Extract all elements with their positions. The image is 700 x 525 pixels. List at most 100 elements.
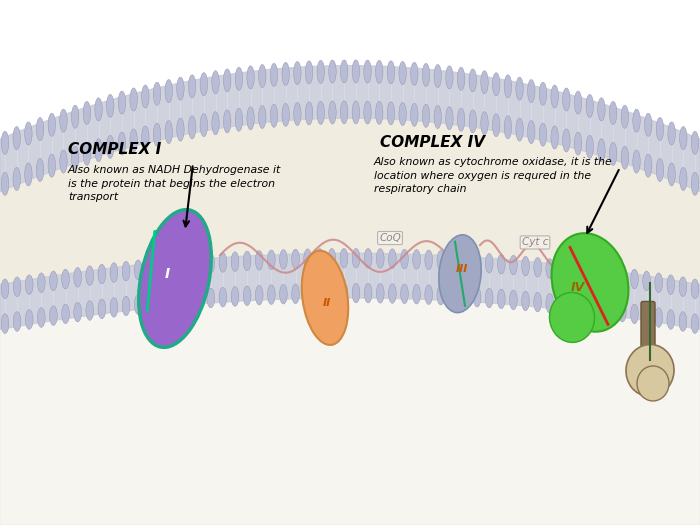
Ellipse shape: [546, 293, 554, 313]
Ellipse shape: [621, 105, 629, 128]
Ellipse shape: [586, 135, 594, 159]
Ellipse shape: [493, 72, 500, 96]
Ellipse shape: [118, 132, 126, 155]
Ellipse shape: [94, 98, 102, 121]
Ellipse shape: [481, 71, 488, 94]
Ellipse shape: [387, 102, 395, 125]
Ellipse shape: [485, 254, 493, 273]
Ellipse shape: [247, 107, 254, 130]
Ellipse shape: [469, 110, 477, 133]
Ellipse shape: [654, 273, 662, 292]
Ellipse shape: [212, 71, 219, 94]
Ellipse shape: [183, 290, 190, 310]
Ellipse shape: [293, 61, 301, 85]
Ellipse shape: [534, 257, 542, 277]
Ellipse shape: [692, 172, 699, 195]
Ellipse shape: [317, 101, 325, 124]
Ellipse shape: [446, 66, 453, 89]
Ellipse shape: [25, 163, 32, 186]
Ellipse shape: [387, 61, 395, 84]
Ellipse shape: [13, 167, 20, 191]
Ellipse shape: [83, 101, 90, 124]
Ellipse shape: [305, 61, 313, 84]
Ellipse shape: [510, 290, 517, 310]
Ellipse shape: [461, 252, 469, 271]
Ellipse shape: [422, 104, 430, 128]
Ellipse shape: [146, 259, 154, 278]
Ellipse shape: [413, 249, 421, 269]
Ellipse shape: [302, 250, 348, 345]
Ellipse shape: [86, 301, 94, 320]
Ellipse shape: [25, 122, 32, 145]
Ellipse shape: [122, 261, 130, 281]
Ellipse shape: [200, 113, 207, 136]
Ellipse shape: [329, 60, 336, 83]
Ellipse shape: [352, 101, 360, 124]
Ellipse shape: [171, 256, 178, 276]
Ellipse shape: [375, 60, 383, 83]
Ellipse shape: [411, 103, 418, 127]
Ellipse shape: [498, 289, 505, 309]
Ellipse shape: [473, 253, 481, 272]
Text: Cyt c: Cyt c: [522, 237, 548, 247]
Ellipse shape: [219, 287, 227, 307]
Ellipse shape: [516, 77, 524, 100]
Ellipse shape: [352, 60, 360, 83]
Ellipse shape: [98, 264, 106, 284]
Ellipse shape: [606, 301, 614, 320]
Ellipse shape: [534, 292, 542, 312]
Ellipse shape: [558, 260, 566, 280]
Ellipse shape: [633, 150, 641, 173]
Ellipse shape: [200, 72, 207, 96]
Ellipse shape: [165, 121, 172, 144]
Ellipse shape: [434, 65, 442, 88]
Ellipse shape: [62, 269, 69, 289]
Ellipse shape: [645, 113, 652, 136]
Ellipse shape: [110, 298, 118, 317]
Ellipse shape: [654, 308, 662, 328]
Ellipse shape: [399, 102, 407, 125]
Ellipse shape: [667, 310, 675, 329]
Ellipse shape: [279, 249, 287, 269]
Ellipse shape: [48, 154, 55, 177]
Ellipse shape: [504, 116, 512, 139]
Ellipse shape: [516, 118, 524, 141]
Ellipse shape: [400, 249, 408, 269]
Ellipse shape: [305, 102, 313, 125]
Ellipse shape: [158, 292, 166, 312]
Ellipse shape: [389, 249, 396, 268]
Ellipse shape: [146, 293, 154, 313]
Ellipse shape: [481, 112, 488, 135]
Text: II: II: [323, 298, 331, 308]
Ellipse shape: [539, 82, 547, 106]
Ellipse shape: [13, 277, 21, 297]
Ellipse shape: [643, 271, 650, 291]
Ellipse shape: [165, 80, 172, 103]
Ellipse shape: [375, 101, 383, 124]
Ellipse shape: [552, 233, 629, 332]
Ellipse shape: [207, 254, 215, 273]
Ellipse shape: [36, 118, 44, 141]
Text: COMPLEX I: COMPLEX I: [68, 142, 161, 157]
Ellipse shape: [570, 261, 578, 281]
Ellipse shape: [352, 248, 360, 268]
Ellipse shape: [539, 123, 547, 146]
Ellipse shape: [106, 94, 114, 118]
Ellipse shape: [25, 275, 33, 295]
Ellipse shape: [60, 109, 67, 132]
Ellipse shape: [188, 116, 196, 139]
Ellipse shape: [582, 262, 590, 282]
Ellipse shape: [50, 306, 57, 326]
Ellipse shape: [134, 295, 142, 314]
Ellipse shape: [598, 139, 606, 162]
Ellipse shape: [364, 248, 372, 268]
Ellipse shape: [153, 82, 161, 106]
Ellipse shape: [94, 139, 102, 162]
Ellipse shape: [400, 284, 408, 303]
Ellipse shape: [457, 67, 465, 90]
Ellipse shape: [563, 129, 570, 152]
Ellipse shape: [563, 88, 570, 111]
Ellipse shape: [235, 108, 243, 131]
Ellipse shape: [437, 285, 444, 305]
Ellipse shape: [74, 302, 81, 322]
